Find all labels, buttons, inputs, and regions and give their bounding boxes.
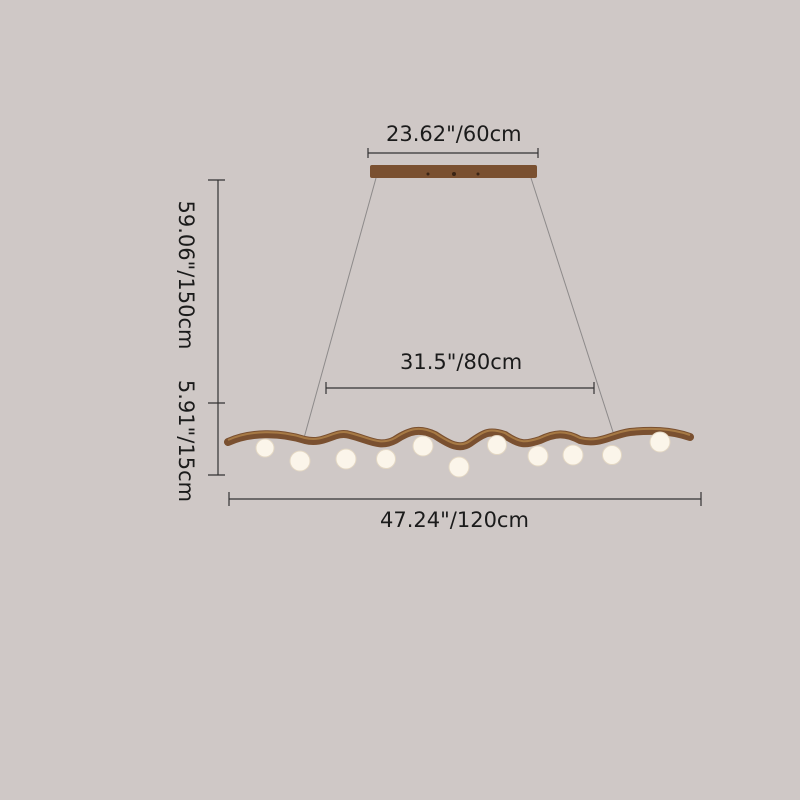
globe-bulb [335, 448, 357, 470]
canopy-width-label: 23.62"/60cm [386, 122, 522, 146]
dimension-lines [208, 148, 702, 506]
globe-bulb [602, 445, 622, 465]
globe-bulb [562, 444, 584, 466]
globe-bulb [255, 438, 275, 458]
ceiling-canopy [370, 165, 537, 178]
canopy-width-line [367, 148, 539, 158]
suspension-cables [303, 177, 614, 439]
canopy-screws [426, 172, 480, 176]
cable-span-line [325, 382, 595, 394]
globe-bulb [487, 435, 507, 455]
globe-bulb [448, 456, 470, 478]
fixture-height-label: 5.91"/15cm [174, 379, 198, 503]
cable-span-label: 31.5"/80cm [400, 350, 523, 374]
globe-bulb [527, 445, 549, 467]
overall-length-label: 47.24"/120cm [380, 508, 529, 532]
globe-bulb [289, 450, 311, 472]
height-line [208, 179, 225, 476]
wooden-branch [224, 426, 694, 451]
branch-highlight [227, 427, 691, 446]
globe-bulb [412, 435, 434, 457]
drop-height-label: 59.06"/150cm [174, 200, 198, 350]
globe-bulb [376, 449, 396, 469]
globe-bulbs [255, 431, 671, 478]
globe-bulb [649, 431, 671, 453]
overall-length-line [228, 492, 702, 506]
